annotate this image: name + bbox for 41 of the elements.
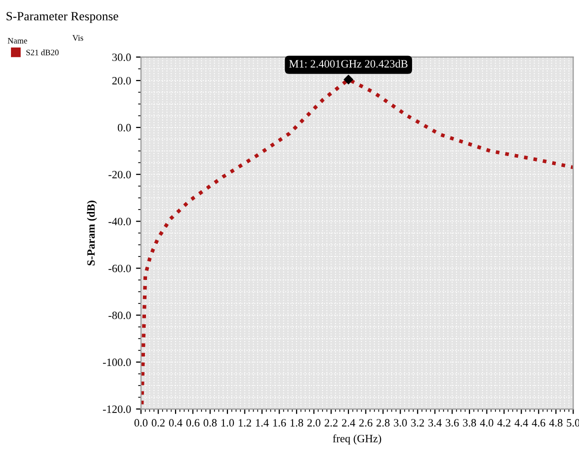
x-axis-title: freq (GHz) bbox=[332, 434, 382, 445]
x-tick-label: 0.2 bbox=[152, 419, 165, 427]
x-tick-label: 4.6 bbox=[532, 419, 546, 427]
x-tick-label: 1.8 bbox=[290, 419, 304, 427]
x-tick-label: 3.2 bbox=[411, 419, 424, 427]
x-tick-label: 2.6 bbox=[359, 419, 372, 427]
text: Vis bbox=[72, 35, 84, 41]
y-tick-label: -80.0 bbox=[108, 312, 131, 320]
x-tick-label: 3.8 bbox=[463, 419, 476, 427]
x-tick-label: 1.0 bbox=[221, 419, 234, 427]
x-tick-label: 1.4 bbox=[256, 419, 269, 427]
x-tick-label: 3.4 bbox=[428, 419, 442, 427]
x-tick-label: 0.8 bbox=[204, 419, 217, 427]
x-tick-label: 2.0 bbox=[307, 419, 320, 427]
x-tick-label: 4.4 bbox=[514, 419, 528, 427]
x-tick-label: 4.8 bbox=[549, 419, 562, 427]
x-tick-label: 2.4 bbox=[342, 419, 356, 427]
x-tick-label: 3.6 bbox=[446, 419, 459, 427]
y-tick-label: 20.0 bbox=[112, 77, 131, 85]
x-tick-label: 4.0 bbox=[480, 419, 494, 427]
y-tick-label: 30.0 bbox=[112, 54, 131, 62]
x-tick-label: 1.2 bbox=[238, 419, 252, 427]
y-tick-label: -40.0 bbox=[108, 218, 131, 226]
y-axis-title: S-Param (dB) bbox=[86, 200, 98, 266]
annotation: M1: 2.4001GHz 20.423dB bbox=[289, 60, 408, 68]
y-tick-label: 0.0 bbox=[118, 124, 131, 132]
y-tick-label: -20.0 bbox=[108, 170, 131, 178]
y-tick-label: -60.0 bbox=[108, 264, 131, 272]
x-tick-label: 2.8 bbox=[376, 419, 390, 427]
x-tick-label: 2.2 bbox=[324, 419, 338, 427]
y-tick-label: -100.0 bbox=[102, 358, 131, 366]
x-tick-label: 0.6 bbox=[186, 419, 200, 427]
legend-title: Name bbox=[8, 38, 28, 44]
x-tick-label: 0.0 bbox=[134, 419, 148, 427]
x-tick-label: 1.6 bbox=[273, 419, 286, 427]
legend-label: S21 dB20 bbox=[26, 49, 59, 56]
chart-title: S-Parameter Response bbox=[6, 12, 118, 23]
y-tick-label: -120.0 bbox=[102, 405, 131, 414]
x-tick-label: 3.0 bbox=[394, 419, 407, 427]
x-tick-label: 4.2 bbox=[497, 419, 510, 427]
x-tick-label: 0.4 bbox=[169, 419, 182, 427]
